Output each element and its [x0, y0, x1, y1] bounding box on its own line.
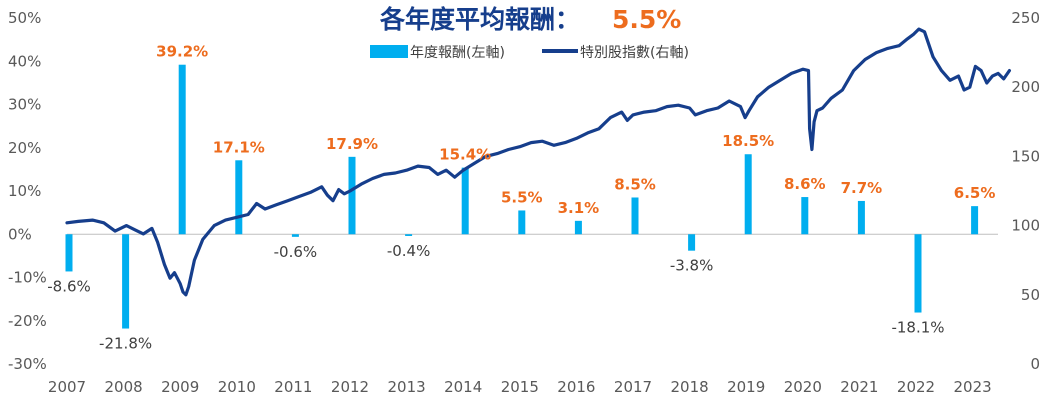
- title: 各年度平均報酬： 5.5%: [379, 5, 681, 34]
- bar-data-label: -3.8%: [670, 257, 714, 275]
- left-axis-tick: 0%: [8, 225, 32, 243]
- bar: [461, 167, 469, 235]
- chart-title: 各年度平均報酬：: [379, 5, 580, 34]
- bar: [801, 197, 809, 235]
- bar-data-label: 8.5%: [614, 175, 656, 193]
- bar-data-label: 39.2%: [156, 43, 208, 61]
- bar: [405, 234, 413, 236]
- bar-data-label: -21.8%: [99, 335, 152, 353]
- bar: [235, 160, 243, 235]
- bar-data-label: -0.6%: [274, 243, 318, 261]
- x-axis-tick: 2012: [331, 378, 369, 396]
- left-axis-tick: 30%: [8, 96, 41, 114]
- x-axis-tick: 2015: [501, 378, 539, 396]
- left-axis-tick: -10%: [8, 269, 47, 287]
- x-axis-tick: 2014: [444, 378, 482, 396]
- bar-data-label: 6.5%: [954, 184, 996, 202]
- left-axis-tick: -20%: [8, 312, 47, 330]
- index-line: [65, 27, 1012, 297]
- right-axis-tick: 100: [1011, 217, 1040, 235]
- x-axis-tick: 2020: [784, 378, 822, 396]
- left-axis-tick: 40%: [8, 52, 41, 70]
- bar-data-label: 8.6%: [784, 175, 826, 193]
- bar: [688, 234, 696, 251]
- bar: [744, 154, 752, 235]
- bar: [518, 210, 526, 235]
- chart-title-value: 5.5%: [612, 5, 681, 34]
- right-axis-tick: 200: [1011, 78, 1040, 96]
- bar: [857, 200, 865, 235]
- bar-data-label: 17.9%: [326, 135, 378, 153]
- legend-bar-swatch: [370, 45, 408, 58]
- bar: [122, 234, 130, 329]
- legend-bar-label: 年度報酬(左軸): [410, 45, 505, 61]
- bar: [631, 197, 639, 235]
- x-axis-tick: 2013: [388, 378, 426, 396]
- left-axis-tick: 20%: [8, 139, 41, 157]
- x-axis-tick: 2017: [614, 378, 652, 396]
- bar: [914, 234, 922, 313]
- bar-data-label: 15.4%: [439, 146, 491, 164]
- right-axis-tick: 250: [1011, 9, 1040, 27]
- bar-data-label: 7.7%: [841, 179, 883, 197]
- x-axis-tick: 2010: [218, 378, 256, 396]
- right-axis-tick: 0: [1030, 355, 1040, 373]
- x-axis-tick: 2016: [557, 378, 595, 396]
- bar-data-label: -8.6%: [47, 277, 91, 295]
- bar-data-label: -0.4%: [387, 242, 431, 260]
- bar-data-label: -18.1%: [891, 319, 944, 337]
- legend: 年度報酬(左軸) 特別股指數(右軸): [370, 45, 689, 61]
- right-axis-tick: 50: [1021, 286, 1040, 304]
- bar-data-label: 3.1%: [558, 199, 600, 217]
- bar-data-label: 17.1%: [213, 138, 265, 156]
- bar: [65, 234, 73, 272]
- x-axis-tick: 2011: [274, 378, 312, 396]
- right-axis-tick: 150: [1011, 147, 1040, 165]
- x-axis-tick: 2023: [954, 378, 992, 396]
- left-axis-tick: -30%: [8, 355, 47, 373]
- bar: [574, 220, 582, 235]
- bar: [178, 64, 186, 235]
- x-axis-tick: 2007: [48, 378, 86, 396]
- bar: [291, 234, 299, 237]
- x-axis-tick: 2008: [105, 378, 143, 396]
- left-axis-tick: 50%: [8, 9, 41, 27]
- bar: [971, 206, 979, 235]
- left-axis-tick: 10%: [8, 182, 41, 200]
- x-axis-tick: 2009: [161, 378, 199, 396]
- x-axis-tick: 2018: [671, 378, 709, 396]
- x-axis-tick: 2022: [897, 378, 935, 396]
- bar-data-label: 18.5%: [722, 132, 774, 150]
- plot-area: -30% -20% -10% 0% 10% 20% 30% 40% 50% 0 50 100 150 20…: [8, 9, 1040, 396]
- x-axis-tick: 2021: [840, 378, 878, 396]
- bar: [348, 156, 356, 235]
- legend-line-label: 特別股指數(右軸): [580, 45, 689, 61]
- x-axis-tick: 2019: [727, 378, 765, 396]
- bar-data-label: 5.5%: [501, 188, 543, 206]
